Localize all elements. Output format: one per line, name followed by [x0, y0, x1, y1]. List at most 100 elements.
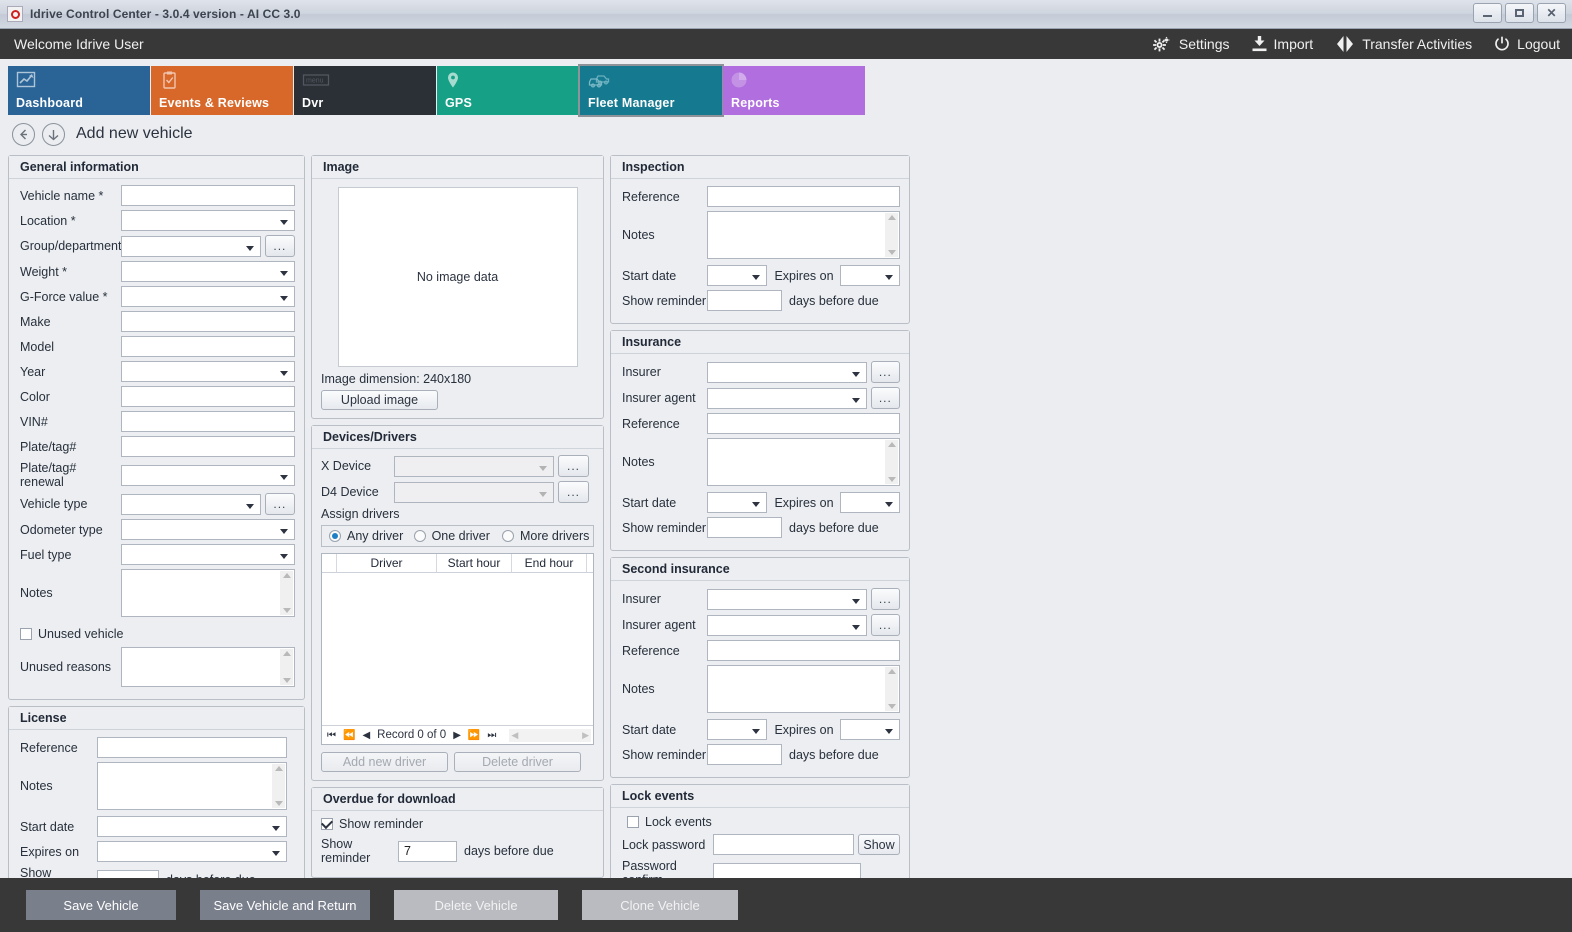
inspection-notes-scrollbar[interactable]: [885, 213, 898, 257]
location-select[interactable]: [121, 210, 295, 231]
x-device-select[interactable]: [394, 455, 554, 477]
drivers-grid-hscrollbar[interactable]: ◀ ▶: [509, 728, 591, 742]
second-insurance-insurer-agent-select[interactable]: [707, 614, 867, 636]
second-insurance-insurer-agent-browse-button[interactable]: ...: [870, 614, 900, 636]
tab-events-reviews[interactable]: Events & Reviews: [151, 66, 293, 115]
inspection-expires-on-select[interactable]: [839, 265, 900, 286]
group-department-browse-button[interactable]: ...: [264, 235, 295, 257]
license-notes-textarea[interactable]: [97, 762, 287, 810]
overdue-show-reminder-checkbox-row[interactable]: Show reminder: [321, 817, 594, 831]
second-insurance-start-date-select[interactable]: [707, 719, 768, 740]
prev-page-button[interactable]: ⏪: [343, 729, 356, 741]
year-select[interactable]: [121, 361, 295, 382]
radio-one-driver[interactable]: One driver: [413, 529, 502, 543]
weight-select[interactable]: [121, 261, 295, 282]
second-insurance-notes-textarea[interactable]: [707, 665, 900, 713]
vehicle-name-input[interactable]: [121, 185, 295, 206]
group-department-select[interactable]: [121, 235, 261, 257]
settings-menu-item[interactable]: Settings: [1152, 36, 1230, 53]
insurance-expires-on-select[interactable]: [839, 492, 900, 513]
unused-reasons-textarea[interactable]: [121, 647, 295, 687]
vehicle-type-browse-button[interactable]: ...: [264, 493, 295, 515]
radio-more-drivers-indicator[interactable]: [501, 530, 514, 542]
make-input[interactable]: [121, 311, 295, 332]
d4-device-select[interactable]: [394, 481, 554, 503]
second-insurance-notes-scrollbar[interactable]: [885, 667, 898, 711]
upload-image-button[interactable]: Upload image: [321, 390, 438, 410]
vin-input[interactable]: [121, 411, 295, 432]
second-insurance-insurer-select[interactable]: [707, 588, 867, 610]
inspection-start-date-select[interactable]: [707, 265, 768, 286]
radio-one-driver-indicator[interactable]: [413, 530, 426, 542]
overdue-show-reminder-checkbox[interactable]: [321, 818, 333, 830]
second-insurance-expires-on-select[interactable]: [839, 719, 900, 740]
tab-reports[interactable]: Reports: [723, 66, 865, 115]
add-new-driver-button[interactable]: Add new driver: [321, 752, 448, 772]
radio-any-driver[interactable]: Any driver: [329, 529, 414, 543]
lock-events-checkbox-row[interactable]: Lock events: [627, 815, 900, 829]
d4-device-browse-button[interactable]: ...: [558, 481, 589, 503]
unused-reasons-scrollbar[interactable]: [280, 649, 293, 685]
second-insurance-insurer-browse-button[interactable]: ...: [870, 588, 900, 610]
overdue-show-reminder-input[interactable]: 7: [398, 840, 457, 862]
insurance-reference-input[interactable]: [707, 413, 900, 434]
drivers-grid-rows[interactable]: [322, 573, 593, 725]
license-start-date-select[interactable]: [97, 816, 287, 837]
inspection-reference-input[interactable]: [707, 186, 900, 207]
last-record-button[interactable]: ⏭: [487, 729, 497, 741]
dropdown-history-button[interactable]: [42, 122, 65, 146]
import-menu-item[interactable]: Import: [1252, 36, 1313, 52]
save-vehicle-and-return-button[interactable]: Save Vehicle and Return: [200, 890, 370, 920]
vehicle-type-select[interactable]: [121, 493, 261, 515]
next-record-button[interactable]: ▶: [453, 729, 461, 741]
notes-scrollbar[interactable]: [280, 571, 293, 615]
save-vehicle-button[interactable]: Save Vehicle: [26, 890, 176, 920]
color-input[interactable]: [121, 386, 295, 407]
model-input[interactable]: [121, 336, 295, 357]
x-device-browse-button[interactable]: ...: [558, 455, 589, 477]
tab-dvr[interactable]: menu Dvr: [294, 66, 436, 115]
minimize-button[interactable]: [1473, 3, 1502, 23]
radio-any-driver-indicator[interactable]: [329, 530, 341, 542]
inspection-show-reminder-input[interactable]: [707, 290, 782, 311]
drivers-grid-col-start-hour[interactable]: Start hour: [437, 554, 512, 572]
unused-vehicle-checkbox[interactable]: [20, 628, 32, 640]
odometer-type-select[interactable]: [121, 519, 295, 540]
clone-vehicle-button[interactable]: Clone Vehicle: [582, 890, 738, 920]
transfer-activities-menu-item[interactable]: Transfer Activities: [1335, 36, 1472, 52]
inspection-notes-textarea[interactable]: [707, 211, 900, 259]
tab-dashboard[interactable]: Dashboard: [8, 66, 150, 115]
unused-vehicle-row[interactable]: Unused vehicle: [20, 627, 295, 641]
first-record-button[interactable]: ⏮: [327, 729, 336, 741]
drivers-grid-col-end-hour[interactable]: End hour: [512, 554, 587, 572]
insurance-insurer-browse-button[interactable]: ...: [870, 361, 900, 383]
insurance-notes-textarea[interactable]: [707, 438, 900, 486]
logout-menu-item[interactable]: Logout: [1494, 36, 1560, 52]
second-insurance-show-reminder-input[interactable]: [707, 744, 782, 765]
maximize-button[interactable]: [1505, 3, 1534, 23]
license-notes-scrollbar[interactable]: [272, 764, 285, 808]
insurance-insurer-agent-browse-button[interactable]: ...: [870, 387, 900, 409]
plate-tag-renewal-select[interactable]: [121, 464, 295, 486]
close-button[interactable]: ✕: [1537, 3, 1566, 23]
lock-password-input[interactable]: [713, 834, 854, 855]
gforce-value-select[interactable]: [121, 286, 295, 307]
second-insurance-reference-input[interactable]: [707, 640, 900, 661]
lock-events-checkbox[interactable]: [627, 816, 639, 828]
insurance-insurer-select[interactable]: [707, 361, 867, 383]
license-reference-input[interactable]: [97, 737, 287, 758]
plate-tag-input[interactable]: [121, 436, 295, 457]
fuel-type-select[interactable]: [121, 544, 295, 565]
insurance-insurer-agent-select[interactable]: [707, 387, 867, 409]
tab-fleet-manager[interactable]: Fleet Manager: [578, 64, 724, 117]
insurance-start-date-select[interactable]: [707, 492, 768, 513]
prev-record-button[interactable]: ◀: [362, 729, 371, 741]
insurance-notes-scrollbar[interactable]: [885, 440, 898, 484]
drivers-grid-col-driver[interactable]: Driver: [337, 554, 437, 572]
radio-more-drivers[interactable]: More drivers: [501, 529, 589, 543]
delete-vehicle-button[interactable]: Delete Vehicle: [394, 890, 558, 920]
back-button[interactable]: [12, 122, 35, 146]
show-password-button[interactable]: Show: [858, 834, 900, 855]
insurance-show-reminder-input[interactable]: [707, 517, 782, 538]
next-page-button[interactable]: ⏩: [467, 729, 481, 741]
